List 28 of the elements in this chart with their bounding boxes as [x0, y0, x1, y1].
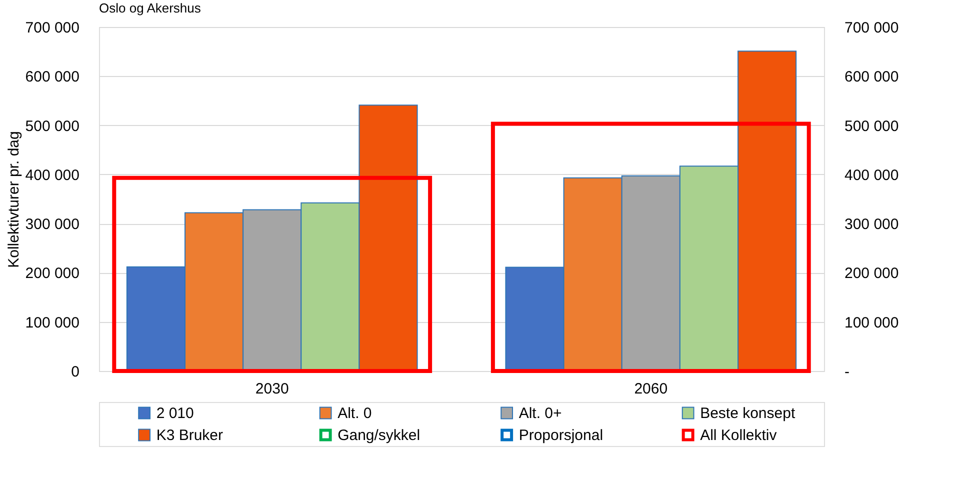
y-tick-label: 700 000 [25, 20, 80, 36]
y-axis-title: Kollektivturer pr. dag [5, 131, 22, 268]
y2-tick-label: 400 000 [844, 166, 899, 184]
chart-title: Oslo og Akershus [99, 0, 202, 16]
y2-tick-label: 600 000 [844, 68, 899, 86]
y2-tick-label: 200 000 [844, 265, 899, 282]
y-tick-label: 100 000 [25, 314, 80, 332]
y2-tick-label: 700 000 [844, 20, 899, 36]
legend-label: 2 010 [156, 405, 194, 422]
y2-tick-label: 100 000 [844, 314, 899, 332]
y2-tick-label: 500 000 [844, 118, 899, 135]
legend-label: Gang/sykkel [338, 427, 420, 444]
legend-label: Alt. 0+ [518, 405, 562, 422]
y-tick-label: 0 [71, 364, 80, 380]
legend-label: Alt. 0 [338, 405, 372, 422]
y-tick-label: 300 000 [25, 216, 80, 234]
y-tick-label: 400 000 [25, 166, 80, 184]
x-tick-label: 2030 [255, 380, 289, 398]
legend-label: Proporsjonal [518, 427, 604, 444]
legend-label: K3 Bruker [156, 427, 224, 444]
y2-tick-label: - [844, 364, 850, 380]
y-tick-label: 200 000 [25, 265, 80, 282]
legend-label: All Kollektiv [700, 427, 778, 444]
legend-label: Beste konsept [700, 405, 796, 422]
x-tick-label: 2060 [634, 380, 668, 398]
y2-tick-label: 300 000 [844, 216, 899, 234]
y-tick-label: 500 000 [25, 118, 80, 135]
y-tick-label: 600 000 [25, 68, 80, 86]
